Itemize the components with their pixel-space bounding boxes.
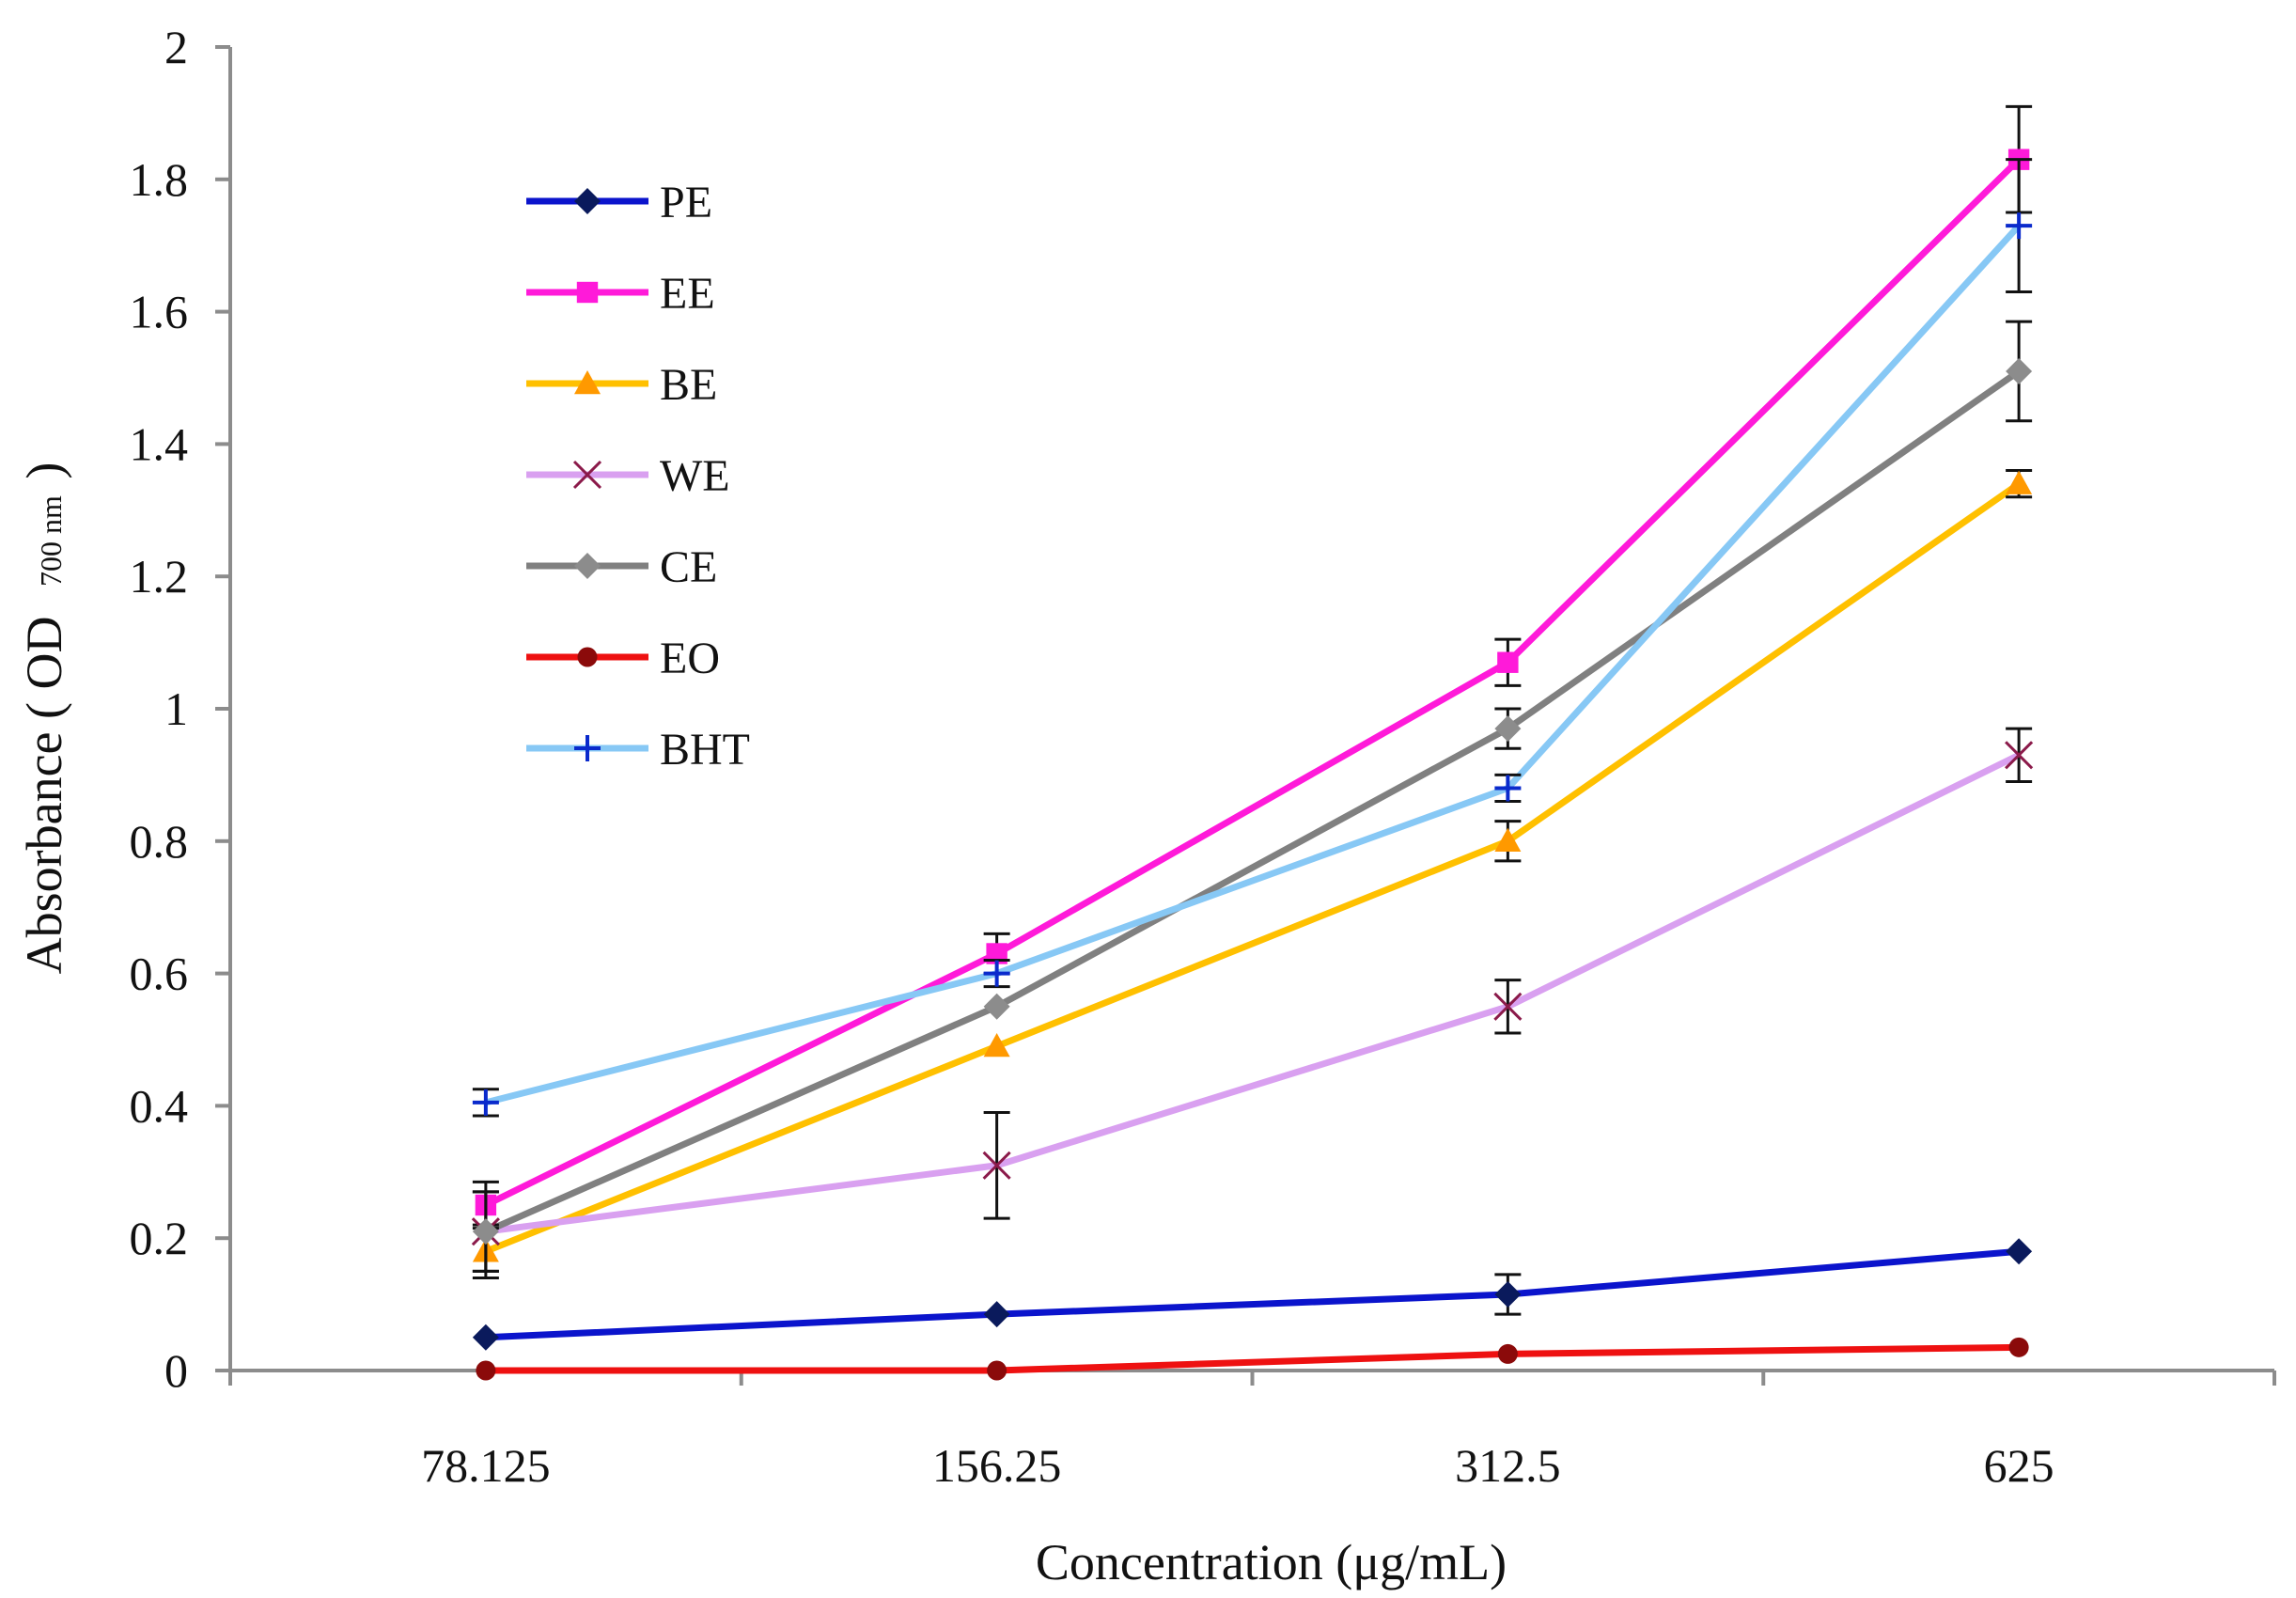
legend-item-bht: BHT — [526, 725, 750, 775]
data-point-we — [982, 1151, 1011, 1180]
series-line-ce — [484, 368, 2022, 1235]
data-point-eo — [987, 1360, 1007, 1381]
legend-item-eo: EO — [526, 634, 720, 683]
series-be — [484, 480, 2022, 1255]
data-point-eo — [476, 1360, 496, 1381]
y-tick-label: 1.8 — [130, 153, 189, 206]
data-point-pe — [983, 1301, 1010, 1328]
series-we — [485, 752, 2021, 1235]
series-points-ce — [472, 320, 2033, 1273]
y-tick-label: 0.2 — [130, 1212, 189, 1264]
legend-label: PE — [660, 178, 712, 227]
series-line-bht — [485, 223, 2022, 1106]
data-point-pe — [472, 1324, 499, 1351]
legend-item-be: BE — [526, 360, 717, 410]
y-axis-title-close: ) — [16, 462, 72, 479]
series-bht — [485, 223, 2022, 1106]
y-axis-title-sub: 700 nm — [34, 495, 68, 587]
series-ee — [484, 157, 2022, 1209]
legend-item-pe: PE — [526, 178, 712, 227]
data-point-bht — [2006, 212, 2033, 240]
series-line-eo — [485, 1343, 2020, 1374]
data-point-be — [1494, 827, 1522, 852]
axes: 0 0.2 0.4 0.6 0.8 1 1.2 1.4 1.6 1.8 2 78.125 156.25 3… — [130, 21, 2276, 1492]
series-line-pe — [485, 1247, 2020, 1341]
y-tick-label: 2 — [164, 21, 188, 73]
y-tick-label: 0.4 — [130, 1079, 189, 1132]
y-axis-title: Absorbance ( OD 700 nm ) — [16, 462, 72, 975]
legend-item-we: WE — [526, 451, 730, 501]
y-tick-label: 0.8 — [130, 815, 189, 868]
series-eo — [485, 1343, 2020, 1374]
data-point-pe — [1494, 1281, 1522, 1308]
series-points-bht — [472, 158, 2033, 1118]
legend-item-ce: CE — [526, 542, 717, 592]
data-point-be — [2006, 470, 2033, 494]
data-point-ee — [1497, 651, 1519, 673]
legend-label: WE — [660, 451, 730, 501]
series-layer — [471, 104, 2034, 1381]
data-point-we — [1493, 992, 1523, 1021]
data-point-bht — [472, 1089, 499, 1116]
data-point-be — [983, 1033, 1010, 1058]
legend-marker — [574, 553, 601, 579]
x-tick-label: 156.25 — [932, 1439, 1062, 1492]
series-ce — [484, 368, 2022, 1235]
series-points-pe — [472, 1238, 2033, 1351]
legend-item-ee: EE — [526, 269, 715, 319]
legend-marker — [576, 281, 599, 304]
legend-label: EO — [660, 634, 720, 683]
legend-marker — [574, 735, 601, 761]
x-tick-label: 78.125 — [421, 1439, 551, 1492]
legend-marker — [574, 188, 601, 214]
legend-marker — [577, 647, 598, 667]
y-axis-title-main: Absorbance ( OD — [16, 617, 72, 975]
legend-label: BE — [660, 360, 717, 410]
data-point-eo — [2008, 1337, 2029, 1357]
y-tick-label: 1.6 — [130, 286, 189, 338]
legend-label: CE — [660, 542, 717, 592]
data-point-ce — [1494, 715, 1522, 743]
data-point-ce — [2006, 357, 2033, 384]
series-line-ee — [484, 157, 2022, 1209]
data-point-eo — [1497, 1343, 1518, 1364]
legend-marker — [574, 370, 601, 395]
series-line-be — [484, 480, 2022, 1255]
y-tick-label: 0.6 — [130, 948, 189, 1000]
y-tick-label: 1.2 — [130, 550, 189, 603]
legend: PE EE BE WE CE EO BHT — [526, 178, 750, 775]
x-tick-label: 625 — [1984, 1439, 2054, 1492]
y-tick-label: 0 — [164, 1344, 188, 1397]
y-tick-label: 1.4 — [130, 417, 189, 470]
legend-marker — [572, 460, 602, 490]
data-point-we — [2005, 741, 2034, 770]
legend-label: EE — [660, 269, 715, 319]
legend-label: BHT — [660, 725, 750, 775]
data-point-ce — [472, 1218, 499, 1246]
x-tick-label: 312.5 — [1455, 1439, 1561, 1492]
data-point-ce — [983, 993, 1010, 1020]
data-point-bht — [1494, 775, 1522, 802]
x-axis-title: Concentration (μg/mL) — [1036, 1534, 1507, 1590]
series-points-eo — [476, 1337, 2029, 1381]
series-pe — [485, 1247, 2020, 1341]
series-line-we — [485, 752, 2021, 1235]
y-tick-label: 1 — [164, 682, 188, 735]
data-point-pe — [2006, 1238, 2033, 1265]
data-point-bht — [983, 960, 1010, 987]
